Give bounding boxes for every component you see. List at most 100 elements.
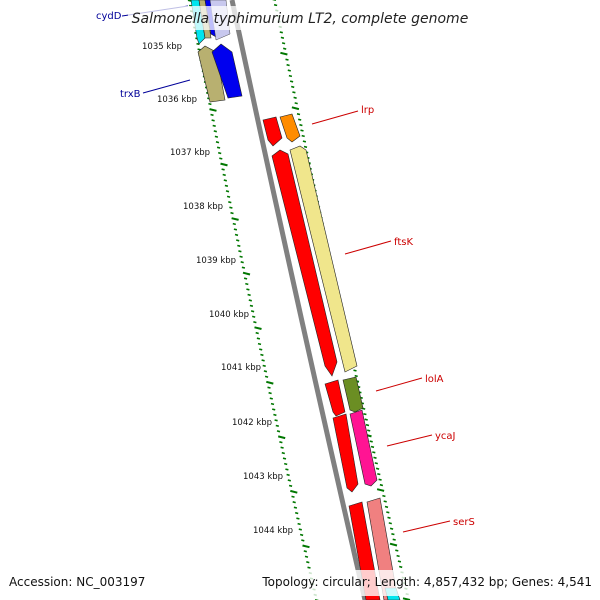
inner-ring-minor-tick <box>268 391 272 395</box>
inner-ring-minor-tick <box>226 195 231 198</box>
inner-ring-minor-tick <box>216 146 221 149</box>
gene-label-trxB: trxB <box>120 89 141 100</box>
inner-ring-minor-tick <box>241 266 246 269</box>
outer-ring-minor-tick <box>296 113 301 116</box>
inner-ring-minor-tick <box>294 511 299 515</box>
inner-ring-minor-tick <box>257 342 262 346</box>
inner-ring-minor-tick <box>296 517 300 520</box>
outer-ring-minor-tick <box>384 505 389 509</box>
accession-text: Accession: NC_003197 <box>9 575 145 589</box>
inner-ring-minor-tick <box>301 539 305 542</box>
kbp-label-1042: 1042 kbp <box>232 418 272 428</box>
inner-ring-minor-tick <box>307 566 311 569</box>
outer-ring-minor-tick <box>396 554 400 558</box>
inner-ring-minor-tick <box>286 473 290 477</box>
inner-ring-minor-tick <box>279 441 283 444</box>
inner-ring-minor-tick <box>245 282 249 286</box>
inner-ring-minor-tick <box>212 124 216 127</box>
inner-ring-minor-tick <box>224 184 229 187</box>
outer-ring-minor-tick <box>378 478 382 481</box>
outer-ring-minor-tick <box>372 451 376 454</box>
outer-ring-minor-tick <box>289 80 294 83</box>
inner-ring-major-tick <box>254 326 262 330</box>
inner-ring-minor-tick <box>273 413 277 417</box>
outer-ring-minor-tick <box>280 36 285 39</box>
lolA-red-feature <box>324 379 346 417</box>
kbp-label-1040: 1040 kbp <box>209 310 249 320</box>
inner-ring-minor-tick <box>248 299 253 302</box>
outer-ring-minor-tick <box>286 63 290 67</box>
outer-ring-major-tick <box>376 488 385 492</box>
label-connectors <box>121 5 451 533</box>
inner-ring-minor-tick <box>217 151 222 155</box>
outer-ring-minor-tick <box>300 129 304 132</box>
gene-label-lrp: lrp <box>361 105 374 116</box>
outer-ring-minor-tick <box>387 516 391 519</box>
inner-ring-minor-tick <box>267 386 271 389</box>
outer-ring-minor-tick <box>293 96 297 99</box>
map-title: Salmonella typhimurium LT2, complete gen… <box>132 11 469 27</box>
outer-ring-minor-tick <box>377 473 381 476</box>
topology-text: Topology: circular; Length: 4,857,432 bp… <box>261 575 592 589</box>
outer-ring-minor-tick <box>303 145 308 149</box>
outer-ring-minor-tick <box>383 500 387 503</box>
inner-ring-minor-tick <box>259 348 263 351</box>
inner-ring-minor-tick <box>287 479 292 482</box>
inner-ring-minor-tick <box>297 522 301 526</box>
inner-ring-minor-tick <box>260 353 264 357</box>
kbp-label-1041: 1041 kbp <box>221 363 261 373</box>
inner-ring-minor-tick <box>197 48 201 51</box>
outer-ring-minor-tick <box>379 483 384 487</box>
inner-ring-major-tick <box>209 108 217 112</box>
inner-ring-minor-tick <box>211 119 215 122</box>
outer-ring-minor-tick <box>374 462 378 465</box>
lolA-feature <box>342 376 364 413</box>
outer-ring-minor-tick <box>299 123 303 127</box>
outer-ring-minor-tick <box>397 560 402 563</box>
gene-label-lolA: lolA <box>425 374 444 385</box>
inner-ring-minor-tick <box>276 430 281 433</box>
inner-ring-minor-tick <box>272 408 276 411</box>
inner-ring-minor-tick <box>280 446 284 449</box>
inner-ring-minor-tick <box>225 190 230 193</box>
inner-ring-minor-tick <box>222 173 226 177</box>
kbp-scale: 1035 kbp 1036 kbp 1037 kbp 1038 kbp 1039… <box>142 42 293 536</box>
outer-ring-minor-tick <box>365 423 370 427</box>
inner-ring-minor-tick <box>263 370 268 373</box>
inner-ring-minor-tick <box>270 402 275 406</box>
inner-ring-minor-tick <box>285 468 289 471</box>
trxB-connector <box>142 79 191 94</box>
gene-label-ftsK: ftsK <box>394 237 413 248</box>
inner-ring-major-tick <box>277 435 286 440</box>
outer-ring-minor-tick <box>382 494 386 498</box>
lrp-feature <box>279 113 301 143</box>
inner-ring-minor-tick <box>269 397 273 400</box>
outer-ring-minor-tick <box>363 413 367 416</box>
outer-ring-minor-tick <box>298 118 302 121</box>
outer-ring-minor-tick <box>292 91 296 94</box>
inner-ring-minor-tick <box>261 359 265 362</box>
inner-ring-minor-tick <box>228 201 232 204</box>
outer-ring-minor-tick <box>398 565 403 569</box>
outer-ring-minor-tick <box>386 511 390 514</box>
outer-ring-minor-tick <box>353 369 357 372</box>
serS-connector <box>402 520 451 533</box>
inner-ring-minor-tick <box>219 157 223 160</box>
inner-ring-minor-tick <box>246 288 250 291</box>
footer-backdrop <box>0 570 600 596</box>
inner-ring-minor-tick <box>214 135 219 138</box>
outer-ring-minor-tick <box>273 3 278 7</box>
gene-label-ycaJ: ycaJ <box>435 431 456 442</box>
inner-ring-minor-tick <box>291 495 295 498</box>
inner-ring-minor-tick <box>240 261 244 264</box>
inner-ring-minor-tick <box>239 255 243 258</box>
outer-ring-minor-tick <box>388 522 392 525</box>
inner-ring-minor-tick <box>288 484 293 487</box>
inner-ring-minor-tick <box>230 211 234 215</box>
inner-ring-major-tick <box>290 489 298 494</box>
inner-ring-major-tick <box>266 380 274 385</box>
inner-ring-minor-tick <box>223 179 228 182</box>
ftsK-connector <box>344 240 392 255</box>
kbp-label-1038: 1038 kbp <box>183 202 223 212</box>
outer-ring-minor-tick <box>392 538 396 541</box>
